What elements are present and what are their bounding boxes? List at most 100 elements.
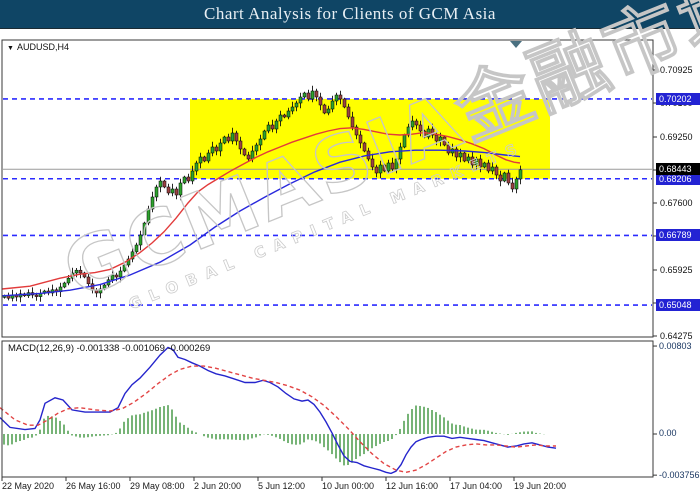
bull-candle — [102, 284, 107, 290]
ma-fast-line — [1, 127, 521, 290]
bull-candle — [514, 178, 519, 190]
bull-candle — [118, 270, 123, 278]
bear-candle — [414, 120, 419, 126]
bull-candle — [518, 169, 523, 180]
bear-candle — [354, 126, 359, 136]
bull-candle — [158, 180, 163, 188]
bull-candle — [298, 96, 303, 104]
bear-candle — [446, 144, 451, 154]
bull-candle — [110, 274, 115, 281]
time-axis-label: 26 May 16:00 — [66, 481, 121, 491]
time-axis-label: 12 Jun 16:00 — [386, 481, 439, 491]
macd-signal-line — [0, 365, 556, 474]
bear-candle — [390, 162, 395, 170]
bear-candle — [382, 164, 387, 172]
bear-candle — [202, 156, 207, 162]
price-level-badge: 0.66789 — [656, 229, 700, 242]
bull-candle — [410, 120, 415, 128]
bear-candle — [510, 182, 515, 190]
symbol-label: ▼ AUDUSD,H4 — [7, 42, 69, 52]
symbol-dropdown-icon: ▼ — [7, 45, 14, 52]
bull-candle — [250, 150, 255, 160]
bull-candle — [334, 94, 339, 102]
bear-candle — [318, 96, 323, 106]
bear-candle — [418, 124, 423, 132]
ma-slow-line — [1, 149, 521, 297]
bull-candle — [210, 146, 215, 154]
bull-candle — [206, 152, 211, 162]
bear-candle — [442, 136, 447, 146]
bear-candle — [478, 158, 483, 168]
bull-candle — [142, 222, 147, 236]
bull-candle — [326, 108, 331, 114]
bear-candle — [6, 295, 11, 299]
bull-candle — [178, 182, 183, 196]
bear-candle — [314, 90, 319, 98]
bull-candle — [482, 162, 487, 168]
price-level-badge: 0.65048 — [656, 299, 700, 312]
time-axis-label: 2 Jun 20:00 — [194, 481, 242, 491]
bull-candle — [402, 134, 407, 148]
bull-candle — [130, 251, 135, 260]
bull-candle — [170, 188, 175, 194]
symbol-label-text: AUDUSD,H4 — [16, 42, 69, 52]
bull-candle — [490, 166, 495, 172]
bull-candle — [182, 176, 187, 184]
bear-candle — [434, 134, 439, 142]
bear-candle — [338, 94, 343, 100]
bear-candle — [270, 124, 275, 130]
bear-candle — [506, 172, 511, 184]
bear-candle — [282, 114, 287, 118]
price-axis-label: 0.69250 — [660, 131, 693, 142]
bear-candle — [114, 274, 119, 278]
bear-candle — [86, 276, 91, 285]
bull-candle — [74, 269, 79, 274]
arrow-down-marker — [510, 41, 522, 48]
bear-candle — [242, 148, 247, 156]
bull-candle — [222, 136, 227, 144]
bear-candle — [422, 130, 427, 138]
macd-axis-label: 0.00 — [659, 428, 677, 439]
bull-candle — [378, 164, 383, 174]
bull-candle — [150, 196, 155, 210]
bull-candle — [274, 120, 279, 130]
bull-candle — [458, 152, 463, 158]
bull-candle — [302, 92, 307, 98]
bull-candle — [194, 162, 199, 172]
bull-candle — [262, 130, 267, 140]
bull-candle — [258, 138, 263, 146]
bull-candle — [394, 158, 399, 170]
bear-candle — [362, 142, 367, 152]
price-axis-label: 0.65925 — [660, 264, 693, 275]
bear-candle — [454, 148, 459, 158]
bear-candle — [226, 136, 231, 142]
bull-candle — [466, 156, 471, 162]
bear-candle — [494, 166, 499, 176]
bear-candle — [94, 289, 99, 294]
time-axis-label: 17 Jun 04:00 — [450, 481, 503, 491]
macd-axis-label: 0.00803 — [659, 340, 692, 351]
bull-candle — [254, 144, 259, 152]
bull-candle — [398, 146, 403, 160]
bear-candle — [78, 269, 83, 274]
bear-candle — [470, 156, 475, 166]
bull-candle — [98, 288, 103, 294]
bull-candle — [66, 277, 71, 284]
bear-candle — [462, 152, 467, 162]
macd-panel-border — [1, 340, 654, 478]
bear-candle — [174, 188, 179, 196]
price-axis-label: 0.67600 — [660, 197, 693, 208]
bull-candle — [134, 244, 139, 253]
macd-line — [0, 346, 557, 475]
macd-indicator-label: MACD(12,26,9) -0.001338 -0.001069 -0.000… — [8, 343, 211, 354]
bull-candle — [386, 162, 391, 172]
bull-candle — [266, 124, 271, 132]
bull-candle — [310, 90, 315, 100]
main-panel-border — [1, 39, 654, 338]
bull-candle — [218, 142, 223, 152]
bear-candle — [346, 106, 351, 118]
bull-candle — [230, 132, 235, 142]
time-axis-label: 29 May 08:00 — [130, 481, 185, 491]
